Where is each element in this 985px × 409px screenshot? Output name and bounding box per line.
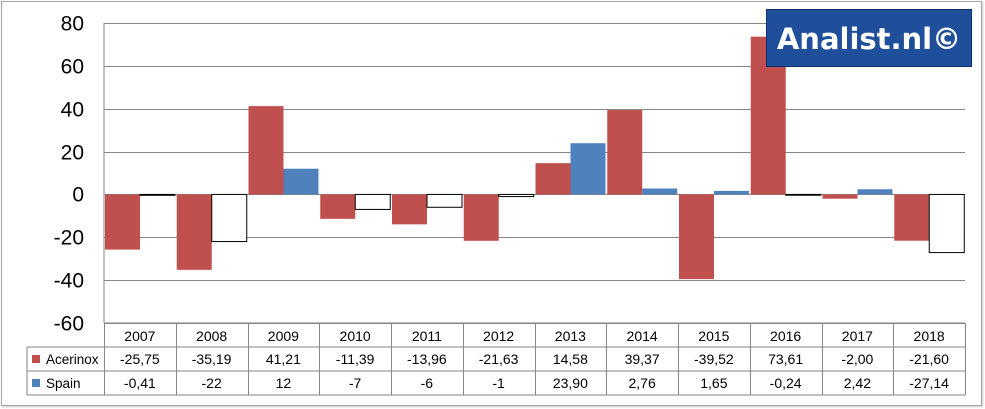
bar-acerinox-2012 xyxy=(463,194,499,241)
table-value: -27,14 xyxy=(909,375,949,391)
legend-key-acerinox xyxy=(32,355,40,363)
table-value: -25,75 xyxy=(120,351,160,367)
bar-acerinox-2011 xyxy=(392,194,427,225)
bar-spain-2017 xyxy=(857,189,893,195)
y-tick-label: 60 xyxy=(61,56,84,79)
table-value: 2,42 xyxy=(844,375,871,391)
table-value: -35,19 xyxy=(192,351,232,367)
y-tick-label: 80 xyxy=(61,13,84,36)
table-value: 2,76 xyxy=(629,375,656,391)
y-tick-label: 20 xyxy=(61,142,84,165)
category-label: 2016 xyxy=(770,328,801,344)
table-value: -2,00 xyxy=(841,351,873,367)
bar-spain-2007 xyxy=(139,193,176,196)
bar-acerinox-2014 xyxy=(607,110,643,195)
y-tick-label: -20 xyxy=(54,227,84,250)
analist-watermark: Analist.nl© xyxy=(766,9,972,67)
bar-acerinox-2009 xyxy=(248,106,284,195)
table-value: -22 xyxy=(202,375,222,391)
bar-spain-2008 xyxy=(211,193,248,243)
bar-acerinox-2015 xyxy=(679,194,714,280)
bars xyxy=(105,36,965,280)
category-label: 2014 xyxy=(627,328,658,344)
series-name: Spain xyxy=(46,376,81,391)
bar-acerinox-2017 xyxy=(822,194,858,199)
category-label: 2015 xyxy=(698,328,729,344)
table-value: 39,37 xyxy=(625,351,660,367)
bar-spain-2018 xyxy=(928,193,965,254)
table-value: -21,60 xyxy=(909,351,949,367)
bar-spain-2013 xyxy=(570,143,606,195)
table-value: 23,90 xyxy=(553,375,588,391)
table-value: 73,61 xyxy=(768,351,803,367)
y-tick-label: 0 xyxy=(72,184,84,207)
table-value: -39,52 xyxy=(694,351,734,367)
y-axis: 80 60 40 20 0 -20 -40 -60 xyxy=(54,13,84,336)
bar-acerinox-2007 xyxy=(105,194,140,250)
category-label: 2008 xyxy=(196,328,227,344)
data-table: 2007 2008 2009 2010 2011 2012 2013 2014 2015 2016… xyxy=(26,322,966,396)
bar-spain-2014 xyxy=(642,188,678,195)
table-value: -0,41 xyxy=(124,375,156,391)
table-value: -11,39 xyxy=(336,351,375,367)
bar-acerinox-2010 xyxy=(320,194,356,219)
category-label: 2010 xyxy=(340,328,371,344)
category-label: 2013 xyxy=(555,328,586,344)
table-value: 41,21 xyxy=(266,351,301,367)
table-value: -6 xyxy=(421,375,434,391)
bar-spain-2016 xyxy=(785,193,822,196)
table-value: -0,24 xyxy=(770,375,802,391)
y-tick-label: -40 xyxy=(54,270,84,293)
category-label: 2009 xyxy=(268,328,299,344)
table-value: 12 xyxy=(276,375,292,391)
y-tick-label: -60 xyxy=(54,313,84,336)
table-value: -13,96 xyxy=(407,351,447,367)
table-value: -7 xyxy=(349,375,362,391)
table-value: -1 xyxy=(492,375,505,391)
bar-acerinox-2013 xyxy=(535,163,571,195)
bar-spain-2011 xyxy=(426,193,463,208)
category-label: 2007 xyxy=(124,328,155,344)
category-label: 2017 xyxy=(842,328,873,344)
legend-key-spain xyxy=(32,379,40,387)
series-name: Acerinox xyxy=(46,352,99,367)
bar-spain-2010 xyxy=(354,193,391,210)
table-value: 14,58 xyxy=(553,351,588,367)
table-value: -21,63 xyxy=(479,351,519,367)
bar-spain-2015 xyxy=(714,190,749,195)
category-label: 2012 xyxy=(483,328,514,344)
bar-acerinox-2008 xyxy=(176,194,212,270)
bar-spain-2009 xyxy=(283,168,319,195)
gridlines xyxy=(103,23,965,324)
bar-acerinox-2018 xyxy=(894,194,930,241)
category-label: 2011 xyxy=(412,328,442,344)
category-label: 2018 xyxy=(914,328,945,344)
bar-spain-2012 xyxy=(498,193,535,198)
table-value: 1,65 xyxy=(700,375,727,391)
y-tick-label: 40 xyxy=(61,99,84,122)
